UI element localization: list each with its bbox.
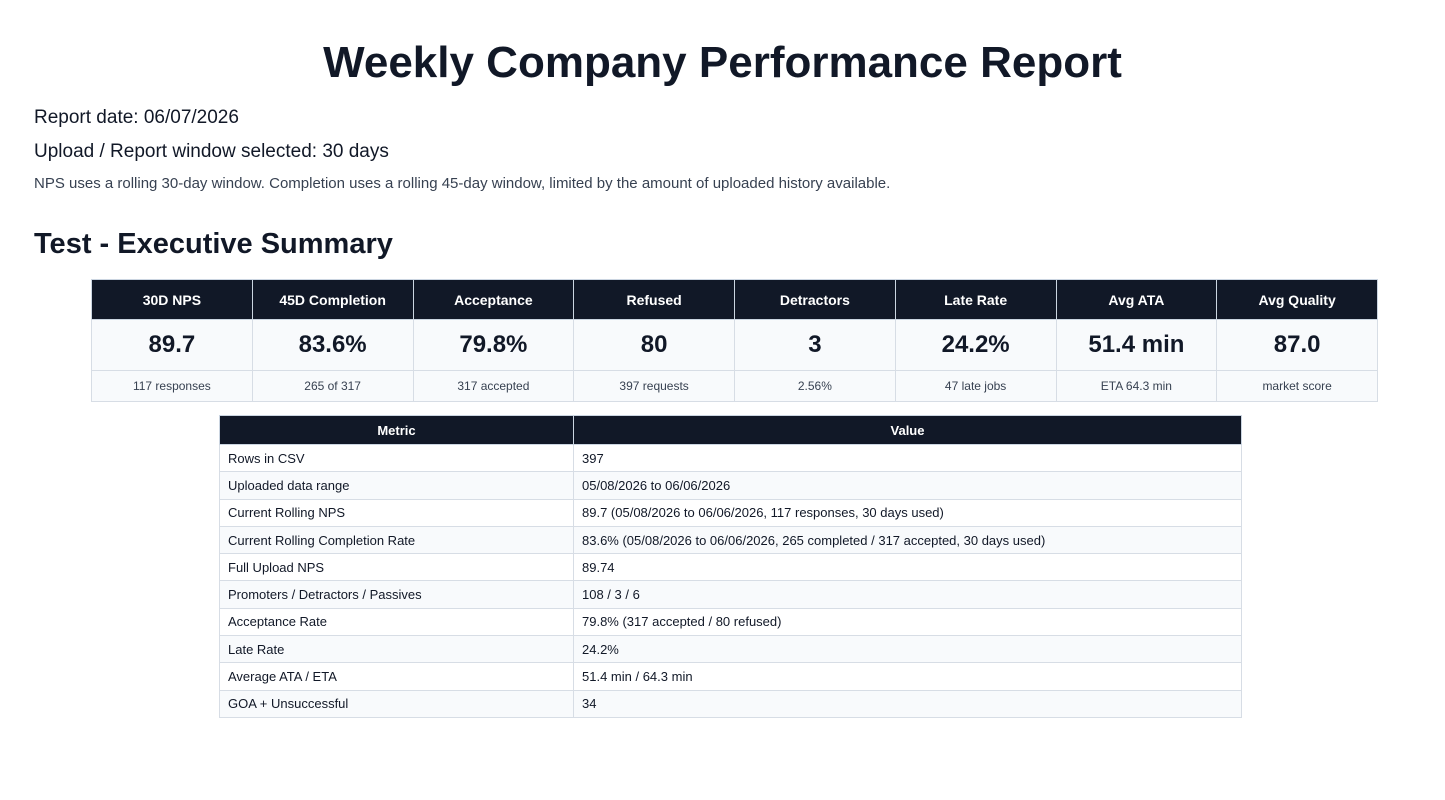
header-row: Metric Value [219,415,1242,445]
table-cell: Uploaded data range [219,471,574,500]
table-cell: 34 [573,689,1242,718]
kpi-value-row: 89.7 83.6% 79.8% 80 3 24.2% 51.4 min 87.0 [91,319,1378,371]
table-row: Average ATA / ETA 51.4 min / 64.3 min [219,662,1242,691]
kpi-label: 30D NPS [91,279,253,320]
kpi-sub: 317 accepted [412,370,575,402]
table-cell: 24.2% [573,635,1242,664]
table-row: Acceptance Rate 79.8% (317 accepted / 80 … [219,607,1242,637]
table-cell: 108 / 3 / 6 [573,580,1242,609]
table-cell: Average ATA / ETA [219,662,574,691]
kpi-sub: 117 responses [91,370,253,402]
kpi-sub: 47 late jobs [894,370,1057,402]
kpi-value: 51.4 min [1055,319,1218,371]
kpi-sub: market score [1216,370,1378,402]
table-cell: 89.7 (05/08/2026 to 06/06/2026, 117 resp… [573,498,1242,527]
table-cell: 89.74 [573,553,1242,582]
kpi-sub: 397 requests [573,370,735,402]
kpi-sub: 265 of 317 [251,370,414,402]
table-cell: GOA + Unsuccessful [219,689,574,718]
kpi-value: 80 [573,319,735,371]
column-header: Metric [219,415,574,445]
table-cell: Current Rolling NPS [219,498,574,527]
metric-table: Metric Value Rows in CSV 397 Uploaded data r… [219,415,1242,718]
kpi-sub-row: 117 responses 265 of 317 317 accepted 397 r… [91,370,1378,402]
table-row: Rows in CSV 397 [219,443,1242,473]
column-header: Value [573,415,1242,445]
kpi-value: 24.2% [894,319,1057,371]
table-cell: Acceptance Rate [219,607,574,637]
table-row: Current Rolling Completion Rate 83.6% (05… [219,525,1242,555]
table-cell: 05/08/2026 to 06/06/2026 [573,471,1242,500]
kpi-sub: 2.56% [734,370,896,402]
table-cell: 51.4 min / 64.3 min [573,662,1242,691]
report-date: Report date: 06/07/2026 [34,107,239,128]
report-window: Upload / Report window selected: 30 days [34,141,389,162]
table-cell: Rows in CSV [219,443,574,473]
section-title: Test - Executive Summary [34,228,393,260]
kpi-label: Refused [573,279,735,320]
kpi-value: 79.8% [412,319,575,371]
kpi-value: 83.6% [251,319,414,371]
table-cell: Promoters / Detractors / Passives [219,580,574,609]
table-cell: 83.6% (05/08/2026 to 06/06/2026, 265 com… [573,525,1242,555]
kpi-label: Avg ATA [1055,279,1218,320]
table-row: Full Upload NPS 89.74 [219,553,1242,582]
table-cell: 79.8% (317 accepted / 80 refused) [573,607,1242,637]
note: NPS uses a rolling 30-day window. Comple… [34,175,891,192]
table-row: Late Rate 24.2% [219,635,1242,664]
kpi-value: 3 [734,319,896,371]
kpi-label: Avg Quality [1216,279,1378,320]
kpi-label: Detractors [734,279,896,320]
table-row: Current Rolling NPS 89.7 (05/08/2026 to 0… [219,498,1242,527]
kpi-value: 89.7 [91,319,253,371]
table-cell: Full Upload NPS [219,553,574,582]
table-row: GOA + Unsuccessful 34 [219,689,1242,718]
kpi-value: 87.0 [1216,319,1378,371]
table-row: Uploaded data range 05/08/2026 to 06/06/2… [219,471,1242,500]
kpi-label: Acceptance [412,279,575,320]
table-cell: 397 [573,443,1242,473]
kpi-table: 30D NPS 45D Completion Acceptance Refused De… [91,279,1378,402]
table-cell: Current Rolling Completion Rate [219,525,574,555]
kpi-sub: ETA 64.3 min [1055,370,1218,402]
kpi-label: 45D Completion [251,279,414,320]
table-row: Promoters / Detractors / Passives 108 / 3… [219,580,1242,609]
table-cell: Late Rate [219,635,574,664]
title: Weekly Company Performance Report [323,38,1122,87]
kpi-label: Late Rate [894,279,1057,320]
kpi-header-row: 30D NPS 45D Completion Acceptance Refused De… [91,279,1378,320]
